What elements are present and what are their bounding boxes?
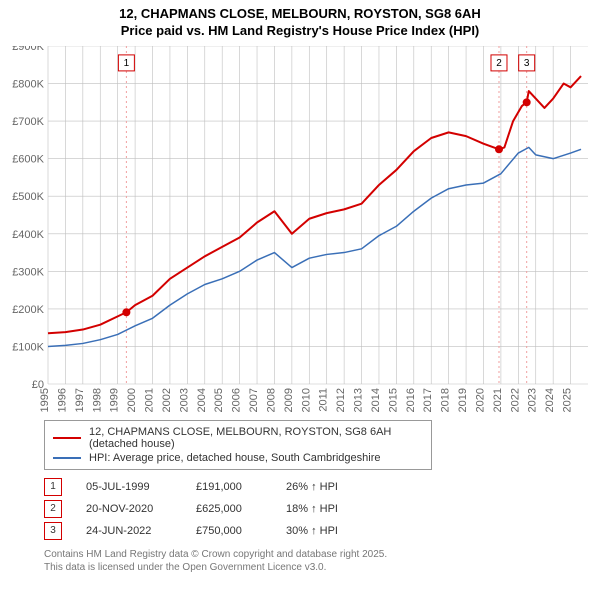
- svg-text:1: 1: [124, 58, 130, 69]
- svg-text:2016: 2016: [405, 388, 417, 412]
- sale-row: 2 20-NOV-2020£625,00018% ↑ HPI: [44, 498, 588, 520]
- sale-row: 3 24-JUN-2022£750,00030% ↑ HPI: [44, 520, 588, 542]
- chart-area: £0£100K£200K£300K£400K£500K£600K£700K£80…: [8, 46, 588, 416]
- legend-label: HPI: Average price, detached house, Sout…: [89, 452, 380, 464]
- svg-text:3: 3: [524, 58, 530, 69]
- svg-text:2007: 2007: [248, 388, 260, 412]
- sale-badge: 3: [44, 522, 62, 540]
- sale-change: 26% ↑ HPI: [286, 481, 376, 493]
- svg-text:2000: 2000: [126, 388, 138, 412]
- sale-badge: 1: [44, 478, 62, 496]
- svg-text:2006: 2006: [231, 388, 243, 412]
- svg-text:2002: 2002: [161, 388, 173, 412]
- sale-badge: 2: [44, 500, 62, 518]
- legend-swatch: [53, 437, 81, 439]
- svg-text:2: 2: [496, 58, 502, 69]
- svg-text:2001: 2001: [144, 388, 156, 412]
- svg-text:2023: 2023: [527, 388, 539, 412]
- svg-text:£100K: £100K: [12, 341, 44, 353]
- legend: 12, CHAPMANS CLOSE, MELBOURN, ROYSTON, S…: [44, 420, 432, 470]
- svg-text:£700K: £700K: [12, 116, 44, 128]
- svg-text:2005: 2005: [213, 388, 225, 412]
- svg-text:2011: 2011: [318, 388, 330, 412]
- svg-text:2003: 2003: [178, 388, 190, 412]
- svg-text:2013: 2013: [353, 388, 365, 412]
- line-chart: £0£100K£200K£300K£400K£500K£600K£700K£80…: [8, 46, 588, 416]
- svg-text:2025: 2025: [562, 388, 574, 412]
- svg-text:1996: 1996: [56, 388, 68, 412]
- footer-line2: This data is licensed under the Open Gov…: [44, 562, 326, 573]
- chart-title: 12, CHAPMANS CLOSE, MELBOURN, ROYSTON, S…: [0, 0, 600, 40]
- svg-text:2019: 2019: [457, 388, 469, 412]
- svg-text:£800K: £800K: [12, 78, 44, 90]
- sale-price: £750,000: [196, 525, 286, 537]
- svg-text:2020: 2020: [474, 388, 486, 412]
- svg-text:1997: 1997: [74, 388, 86, 412]
- svg-text:£300K: £300K: [12, 266, 44, 278]
- legend-label: 12, CHAPMANS CLOSE, MELBOURN, ROYSTON, S…: [89, 426, 423, 450]
- sale-date: 05-JUL-1999: [86, 481, 196, 493]
- svg-text:£500K: £500K: [12, 191, 44, 203]
- svg-text:2017: 2017: [422, 388, 434, 412]
- svg-text:2024: 2024: [544, 388, 556, 412]
- svg-text:2015: 2015: [387, 388, 399, 412]
- svg-text:£600K: £600K: [12, 153, 44, 165]
- sales-table: 1 05-JUL-1999£191,00026% ↑ HPI 2 20-NOV-202…: [44, 476, 588, 542]
- svg-text:2021: 2021: [492, 388, 504, 412]
- sale-change: 30% ↑ HPI: [286, 525, 376, 537]
- svg-text:2018: 2018: [440, 388, 452, 412]
- svg-text:2010: 2010: [300, 388, 312, 412]
- svg-text:£900K: £900K: [12, 46, 44, 53]
- svg-text:2014: 2014: [370, 388, 382, 412]
- svg-text:£400K: £400K: [12, 229, 44, 241]
- sale-date: 24-JUN-2022: [86, 525, 196, 537]
- svg-text:£200K: £200K: [12, 304, 44, 316]
- sale-row: 1 05-JUL-1999£191,00026% ↑ HPI: [44, 476, 588, 498]
- title-line2: Price paid vs. HM Land Registry's House …: [121, 23, 480, 38]
- legend-swatch: [53, 457, 81, 459]
- svg-text:2009: 2009: [283, 388, 295, 412]
- svg-text:2012: 2012: [335, 388, 347, 412]
- sale-date: 20-NOV-2020: [86, 503, 196, 515]
- legend-item: HPI: Average price, detached house, Sout…: [53, 451, 423, 465]
- sale-price: £191,000: [196, 481, 286, 493]
- footer-line1: Contains HM Land Registry data © Crown c…: [44, 549, 387, 560]
- svg-text:1999: 1999: [109, 388, 121, 412]
- svg-text:2008: 2008: [265, 388, 277, 412]
- title-line1: 12, CHAPMANS CLOSE, MELBOURN, ROYSTON, S…: [119, 6, 481, 21]
- sale-change: 18% ↑ HPI: [286, 503, 376, 515]
- legend-item: 12, CHAPMANS CLOSE, MELBOURN, ROYSTON, S…: [53, 425, 423, 451]
- footer-attribution: Contains HM Land Registry data © Crown c…: [44, 548, 588, 574]
- svg-text:1995: 1995: [39, 388, 51, 412]
- sale-price: £625,000: [196, 503, 286, 515]
- svg-text:1998: 1998: [91, 388, 103, 412]
- svg-text:2004: 2004: [196, 388, 208, 412]
- svg-text:2022: 2022: [509, 388, 521, 412]
